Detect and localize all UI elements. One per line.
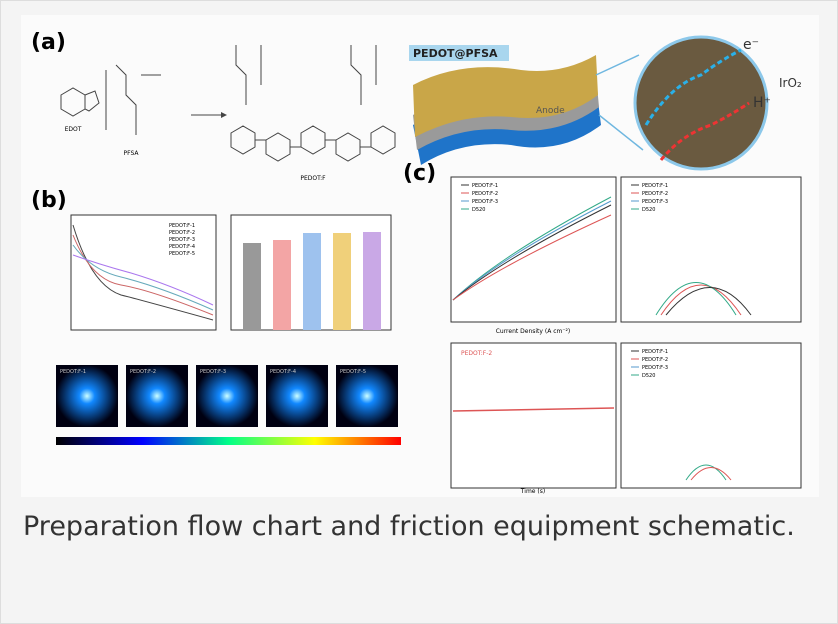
catalyst-label: IrO₂ — [779, 76, 802, 90]
figure: (a) EDOT PFSA PEDOT:F PEDOT@PFSA Anode e… — [21, 15, 819, 497]
colorbar — [56, 437, 401, 445]
image-label: PEDOT:F-2 — [130, 369, 156, 375]
figure-card: (a) EDOT PFSA PEDOT:F PEDOT@PFSA Anode e… — [0, 0, 838, 624]
image-label: PEDOT:F-5 — [340, 369, 366, 375]
legend-label: PEDOT:F-4 — [169, 244, 195, 250]
image-label: PEDOT:F-3 — [200, 369, 226, 375]
axis-title: Current Density (A cm⁻²) — [496, 328, 571, 335]
panel-label: (a) — [31, 30, 66, 55]
composite-label: PEDOT@PFSA — [413, 47, 498, 60]
caption: Preparation flow chart and friction equi… — [23, 506, 803, 548]
image-label: PEDOT:F-4 — [270, 369, 296, 375]
panel-label: (c) — [403, 161, 436, 186]
legend-label: D520 — [642, 373, 655, 379]
legend-label: PEDOT:F-3 — [169, 237, 195, 243]
panel-label: (b) — [31, 188, 67, 213]
legend-label: D520 — [642, 207, 655, 213]
chem-label: PEDOT:F — [300, 175, 326, 182]
legend-label: PEDOT:F-3 — [642, 199, 668, 205]
legend-label: D520 — [472, 207, 485, 213]
legend-label: PEDOT:F-1 — [642, 183, 668, 189]
legend-label: PEDOT:F-2 — [461, 350, 492, 357]
proton-label: H⁺ — [753, 95, 771, 111]
legend-label: PEDOT:F-1 — [472, 183, 498, 189]
chem-label: PFSA — [124, 150, 140, 157]
chem-label: EDOT — [65, 126, 82, 133]
legend-label: PEDOT:F-2 — [472, 191, 498, 197]
legend-label: PEDOT:F-1 — [169, 223, 195, 229]
legend-label: PEDOT:F-3 — [472, 199, 498, 205]
legend-label: PEDOT:F-2 — [642, 357, 668, 363]
legend-label: PEDOT:F-2 — [642, 191, 668, 197]
legend-label: PEDOT:F-1 — [642, 349, 668, 355]
legend-label: PEDOT:F-3 — [642, 365, 668, 371]
image-label: PEDOT:F-1 — [60, 369, 86, 375]
legend-label: PEDOT:F-2 — [169, 230, 195, 236]
legend-label: PEDOT:F-5 — [169, 251, 195, 257]
stability-plot — [451, 343, 616, 488]
electron-label: e⁻ — [743, 37, 759, 53]
anode-label: Anode — [536, 106, 565, 116]
axis-title: Time (s) — [520, 488, 545, 495]
